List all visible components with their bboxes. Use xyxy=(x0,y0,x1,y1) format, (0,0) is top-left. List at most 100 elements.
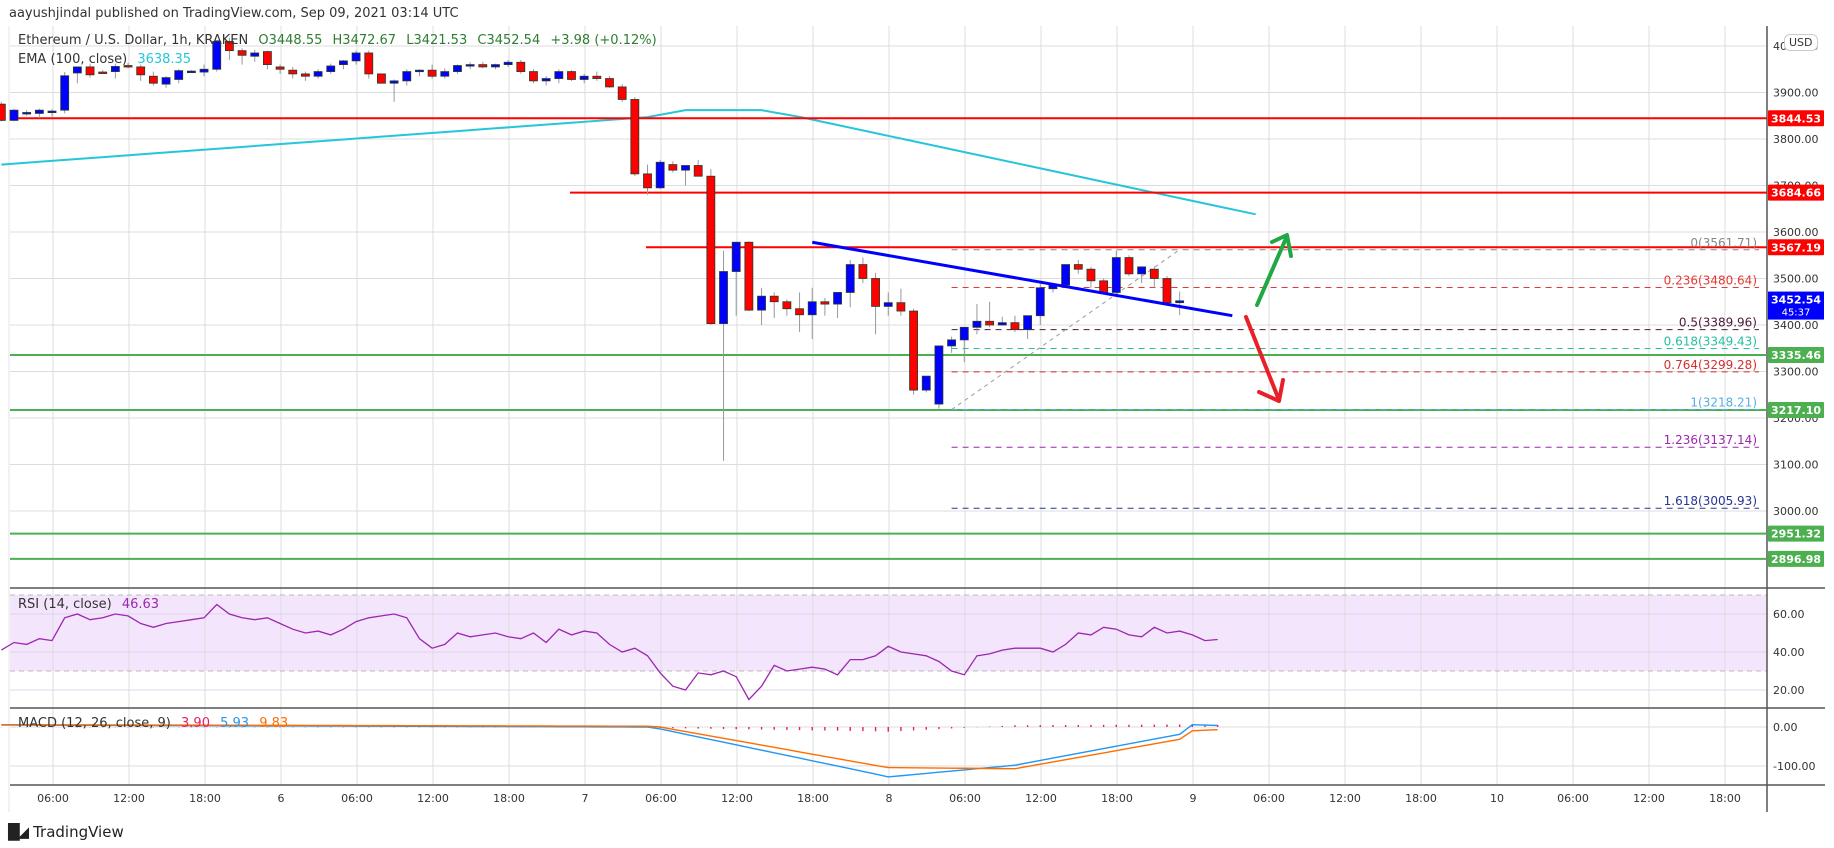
candle-bearish[interactable] xyxy=(301,73,310,77)
candle-bullish[interactable] xyxy=(250,52,260,57)
candle-bearish[interactable] xyxy=(693,165,703,177)
candle-bullish[interactable] xyxy=(402,71,412,82)
candle-bullish[interactable] xyxy=(1035,287,1045,317)
candle-bullish[interactable] xyxy=(959,326,969,341)
candle-bearish[interactable] xyxy=(377,73,386,84)
candle-bullish[interactable] xyxy=(655,161,665,189)
candle-bullish[interactable] xyxy=(1175,300,1185,304)
candle-bullish[interactable] xyxy=(579,75,589,80)
candle-bullish[interactable] xyxy=(719,271,728,325)
time-axis[interactable] xyxy=(10,785,1767,812)
candle-bearish[interactable] xyxy=(136,66,146,76)
candle-bearish[interactable] xyxy=(592,75,602,79)
currency-button[interactable]: USD xyxy=(1784,34,1818,51)
candle-bearish[interactable] xyxy=(617,86,627,100)
candle-bearish[interactable] xyxy=(1010,322,1020,331)
candle-bearish[interactable] xyxy=(630,99,640,175)
symbol-name[interactable]: Ethereum / U.S. Dollar, 1h, KRAKEN xyxy=(18,33,249,48)
candle-bullish[interactable] xyxy=(997,322,1007,326)
candle-bullish[interactable] xyxy=(503,61,513,66)
candle-bullish[interactable] xyxy=(313,71,323,77)
candle-bullish[interactable] xyxy=(1023,315,1033,331)
candle-bearish[interactable] xyxy=(1099,280,1109,293)
candle-bearish[interactable] xyxy=(364,52,374,75)
candle-bullish[interactable] xyxy=(1137,266,1147,275)
candle-bullish[interactable] xyxy=(161,77,171,85)
candle-bullish[interactable] xyxy=(339,60,348,66)
candle-bearish[interactable] xyxy=(275,66,285,70)
candle-bearish[interactable] xyxy=(605,78,614,88)
candle-bearish[interactable] xyxy=(237,50,247,56)
candle-bullish[interactable] xyxy=(883,302,893,307)
ema-label[interactable]: EMA (100, close) xyxy=(18,52,128,67)
rsi-label[interactable]: RSI (14, close) xyxy=(18,597,112,612)
price-axis[interactable] xyxy=(1767,26,1825,812)
candle-bearish[interactable] xyxy=(668,164,678,171)
candle-bearish[interactable] xyxy=(985,320,994,326)
candle-bullish[interactable] xyxy=(186,70,196,74)
candle-bearish[interactable] xyxy=(909,310,918,391)
candle-bearish[interactable] xyxy=(706,175,716,325)
candle-bullish[interactable] xyxy=(72,66,82,74)
candle-bullish[interactable] xyxy=(833,292,842,305)
candle-bearish[interactable] xyxy=(288,69,298,75)
candle-bullish[interactable] xyxy=(921,375,931,391)
candle-bearish[interactable] xyxy=(769,295,779,303)
candle-bullish[interactable] xyxy=(174,70,184,80)
candle-bearish[interactable] xyxy=(1073,264,1083,270)
candle-bullish[interactable] xyxy=(1111,257,1121,293)
candle-bearish[interactable] xyxy=(820,301,830,305)
candle-bullish[interactable] xyxy=(440,71,450,77)
candle-bearish[interactable] xyxy=(516,61,526,72)
candle-bearish[interactable] xyxy=(98,71,108,74)
candle-bearish[interactable] xyxy=(427,69,437,77)
candle-bullish[interactable] xyxy=(681,165,690,171)
candle-bullish[interactable] xyxy=(212,40,222,70)
candle-bullish[interactable] xyxy=(326,65,336,72)
candle-bearish[interactable] xyxy=(1149,268,1159,279)
candle-bullish[interactable] xyxy=(199,68,209,73)
candle-bearish[interactable] xyxy=(782,301,792,310)
candle-bearish[interactable] xyxy=(1124,257,1134,275)
candle-bearish[interactable] xyxy=(0,103,6,121)
candle-bullish[interactable] xyxy=(415,69,424,73)
candle-bearish[interactable] xyxy=(567,71,576,80)
candle-bullish[interactable] xyxy=(389,80,399,84)
candle-bullish[interactable] xyxy=(541,78,551,82)
macd-label[interactable]: MACD (12, 26, close, 9) xyxy=(18,716,171,731)
candle-bullish[interactable] xyxy=(807,301,817,316)
candle-bearish[interactable] xyxy=(123,65,133,68)
candle-bearish[interactable] xyxy=(858,264,868,279)
candle-bullish[interactable] xyxy=(34,109,44,114)
candle-bullish[interactable] xyxy=(731,241,741,272)
candle-bearish[interactable] xyxy=(85,66,95,76)
candle-bearish[interactable] xyxy=(224,40,234,52)
candle-bullish[interactable] xyxy=(60,75,70,111)
candle-bullish[interactable] xyxy=(845,264,855,293)
candle-bearish[interactable] xyxy=(795,308,804,316)
candle-bearish[interactable] xyxy=(263,51,272,65)
candle-bullish[interactable] xyxy=(491,64,500,68)
candle-bullish[interactable] xyxy=(465,64,475,67)
candle-bearish[interactable] xyxy=(478,64,488,68)
candle-bullish[interactable] xyxy=(757,295,766,311)
candle-bearish[interactable] xyxy=(529,71,538,82)
candle-bullish[interactable] xyxy=(453,65,462,72)
candle-bullish[interactable] xyxy=(9,109,19,121)
candle-bearish[interactable] xyxy=(871,278,880,307)
candle-bullish[interactable] xyxy=(947,339,956,347)
candle-bearish[interactable] xyxy=(1162,278,1172,304)
candle-bearish[interactable] xyxy=(744,241,754,311)
candle-bullish[interactable] xyxy=(47,110,57,113)
bearish-trendline[interactable] xyxy=(811,240,1233,318)
candle-bullish[interactable] xyxy=(22,112,32,115)
candle-bullish[interactable] xyxy=(110,66,120,72)
candle-bullish[interactable] xyxy=(934,345,944,405)
candle-bullish[interactable] xyxy=(351,52,361,62)
candle-bearish[interactable] xyxy=(896,302,906,312)
candle-bullish[interactable] xyxy=(972,320,982,328)
candle-bullish[interactable] xyxy=(1061,264,1071,286)
candle-bearish[interactable] xyxy=(148,75,158,84)
candle-bullish[interactable] xyxy=(554,71,564,79)
